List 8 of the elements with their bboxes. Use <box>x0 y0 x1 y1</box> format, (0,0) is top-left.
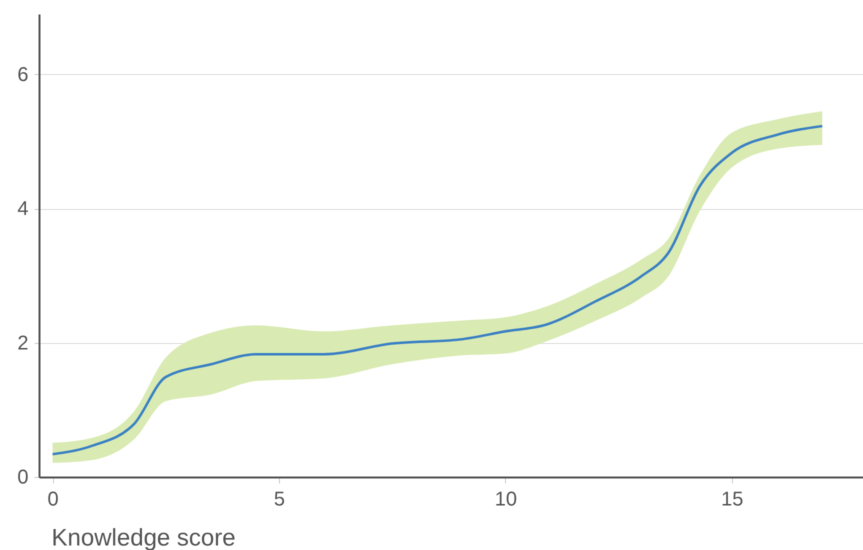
y-tick-label: 2 <box>17 332 28 354</box>
x-tick-label: 10 <box>494 488 517 510</box>
y-tick-label: 4 <box>17 198 28 220</box>
x-tick-label: 0 <box>48 488 59 510</box>
y-tick-label: 6 <box>17 64 28 86</box>
x-tick-label: 5 <box>274 488 286 510</box>
y-tick-label: 0 <box>17 466 28 488</box>
x-tick-label: 15 <box>721 488 744 510</box>
